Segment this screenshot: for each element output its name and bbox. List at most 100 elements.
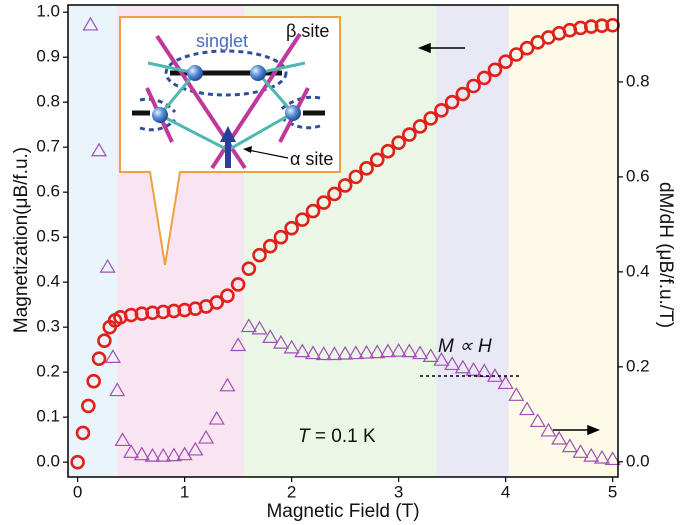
triangle-marker: [454, 359, 471, 374]
circle-marker: [91, 351, 107, 366]
triangle-marker: [104, 349, 121, 363]
triangle-marker: [326, 346, 343, 361]
y-tick-label: 0.5: [36, 227, 60, 246]
axis-arrows: [417, 42, 601, 436]
y2-axis-title: dM/dH (μB/f.u./T): [655, 182, 676, 328]
triangle-marker: [519, 401, 536, 416]
triangle-marker: [465, 361, 482, 376]
circle-marker: [209, 295, 225, 310]
triangle-marker: [369, 344, 386, 359]
x-tick-label: 3: [394, 482, 403, 501]
annotation: T = 0.1 K: [298, 426, 376, 447]
triangle-marker: [82, 16, 99, 31]
circle-marker: [402, 127, 417, 142]
inset-label: β site: [286, 21, 329, 41]
circle-marker: [252, 247, 267, 263]
circle-marker: [444, 94, 460, 110]
circle-marker: [295, 212, 310, 227]
circle-marker: [455, 86, 471, 102]
circle-marker: [273, 229, 289, 245]
triangle-marker: [133, 446, 150, 461]
triangle-marker: [262, 329, 279, 343]
annotation: T: [298, 426, 311, 447]
circle-marker: [391, 135, 406, 150]
triangle-marker: [358, 344, 375, 359]
triangle-marker: [540, 422, 557, 437]
triangle-marker: [551, 430, 568, 445]
triangle-marker: [529, 413, 546, 428]
triangle-marker: [583, 447, 600, 462]
y-tick-label: 1.0: [36, 2, 60, 21]
y-tick-label: 0.2: [36, 362, 60, 381]
y-tick-label: 0.8: [36, 92, 60, 111]
triangle-marker: [508, 387, 525, 401]
circle-marker: [75, 425, 91, 441]
circle-marker: [412, 119, 428, 134]
circle-marker: [519, 40, 535, 56]
circle-marker: [262, 238, 278, 254]
circle-marker: [327, 186, 342, 202]
circle-marker: [337, 178, 353, 193]
circle-marker: [220, 288, 235, 303]
y2-tick-label: 0.8: [626, 71, 650, 90]
circle-marker: [305, 203, 321, 219]
circle-marker: [369, 152, 385, 168]
region: [68, 5, 118, 477]
plot-frame: [67, 4, 619, 478]
y-tick-label: 0.6: [36, 182, 60, 201]
circle-marker: [359, 161, 374, 176]
x-tick-label: 4: [501, 482, 510, 501]
triangle-marker: [476, 363, 493, 378]
y2-tick-label: 0.6: [626, 166, 650, 185]
triangle-marker: [165, 447, 182, 462]
circle-marker: [487, 62, 503, 78]
triangle-marker: [593, 449, 610, 464]
triangle-marker: [422, 348, 439, 362]
circle-marker: [230, 277, 246, 292]
triangle-marker: [294, 343, 311, 358]
circle-marker: [434, 102, 449, 118]
marks: [70, 16, 621, 470]
triangle-marker: [99, 258, 116, 273]
x-tick-label: 2: [287, 482, 296, 501]
triangle-marker: [123, 444, 140, 458]
annotation: M ∝ H: [438, 336, 492, 357]
circle-marker: [97, 333, 112, 348]
triangle-marker: [411, 345, 429, 360]
triangle-marker: [144, 447, 161, 462]
inset-label: singlet: [196, 31, 248, 51]
inset-label: α site: [290, 149, 333, 169]
triangle-marker: [197, 429, 215, 444]
circle-marker: [380, 143, 396, 159]
x-tick-label: 5: [608, 482, 617, 501]
inset: singlet β site α site: [119, 16, 341, 266]
triangle-marker: [219, 377, 236, 392]
circle-marker: [81, 398, 96, 414]
triangle-marker: [337, 345, 354, 360]
x-tick-label: 0: [73, 482, 82, 501]
triangle-marker: [230, 337, 247, 352]
circle-marker: [86, 373, 101, 389]
y-tick-label: 0.7: [36, 137, 60, 156]
x-axis-title: Magnetic Field (T): [266, 501, 419, 522]
triangle-marker: [283, 339, 300, 354]
triangle-marker: [240, 318, 257, 333]
triangle-marker: [347, 345, 364, 360]
x-tick-label: 1: [180, 482, 189, 501]
circle-marker: [241, 261, 257, 276]
triangle-marker: [304, 345, 322, 360]
circle-marker: [466, 78, 481, 94]
y-tick-label: 0.0: [36, 452, 60, 471]
circle-marker: [348, 169, 364, 185]
y-tick-label: 0.4: [36, 272, 60, 291]
triangle-marker: [572, 444, 589, 458]
triangle-marker: [251, 320, 268, 335]
y-tick-label: 0.9: [36, 47, 60, 66]
triangle-marker: [272, 334, 289, 349]
triangle-marker: [208, 410, 225, 425]
triangle-marker: [497, 375, 514, 390]
circle-marker: [423, 111, 439, 126]
triangle-marker: [561, 438, 578, 453]
y2-tick-label: 0.4: [626, 261, 650, 280]
